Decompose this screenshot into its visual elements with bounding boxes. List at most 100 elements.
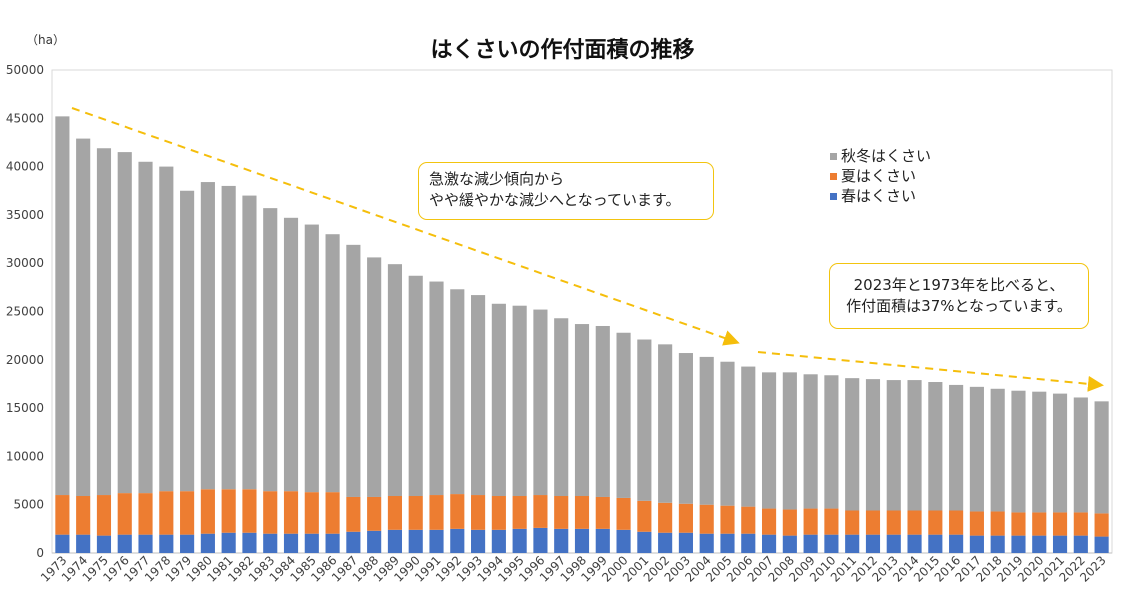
bar-summer-2017 <box>969 511 984 536</box>
bar-autumn-winter-2021 <box>1052 393 1068 513</box>
bar-spring-2019 <box>1011 535 1026 553</box>
trend-arrow-gentle <box>757 351 1104 392</box>
bar-spring-1990 <box>408 529 423 553</box>
bar-spring-1984 <box>283 533 299 553</box>
bar-autumn-winter-1993 <box>471 295 486 496</box>
bar-spring-1994 <box>491 529 506 553</box>
bar-summer-1973 <box>55 495 70 535</box>
bar-spring-1981 <box>221 532 236 553</box>
bar-summer-2006 <box>741 506 756 534</box>
bar-autumn-winter-2018 <box>990 388 1005 512</box>
bar-summer-2016 <box>949 510 964 535</box>
bar-summer-1975 <box>96 495 112 536</box>
annotation-trend-line-2: やや緩やかな減少へとなっています。 <box>429 191 681 209</box>
y-tick-label: 30000 <box>6 256 44 270</box>
bar-spring-2011 <box>845 534 860 553</box>
bar-summer-1986 <box>325 492 340 534</box>
bar-summer-2011 <box>845 510 860 535</box>
bar-summer-2003 <box>678 503 693 533</box>
bar-spring-1998 <box>574 528 590 553</box>
bar-autumn-winter-2002 <box>658 344 673 503</box>
bar-summer-1988 <box>367 496 382 531</box>
bar-autumn-winter-1986 <box>325 234 340 493</box>
bar-spring-1978 <box>159 534 174 553</box>
bar-summer-1995 <box>512 496 527 529</box>
bar-spring-1989 <box>387 529 403 553</box>
bar-autumn-winter-1998 <box>574 324 590 497</box>
bar-summer-1994 <box>491 496 506 530</box>
y-tick-label: 5000 <box>13 498 44 512</box>
bar-spring-1979 <box>180 534 195 553</box>
legend-item-spring: 春はくさい <box>830 186 931 206</box>
bar-spring-1986 <box>325 533 340 553</box>
bar-summer-2022 <box>1073 512 1088 536</box>
bar-summer-1981 <box>221 489 236 533</box>
bar-spring-1993 <box>471 529 486 553</box>
bar-autumn-winter-2006 <box>741 366 756 507</box>
y-tick-label: 20000 <box>6 353 44 367</box>
bar-spring-1974 <box>76 534 91 553</box>
legend-label-spring: 春はくさい <box>841 187 917 205</box>
bar-summer-2023 <box>1094 513 1109 537</box>
bar-summer-2013 <box>886 510 901 535</box>
bar-autumn-winter-1987 <box>346 244 361 497</box>
bar-autumn-winter-1976 <box>117 152 132 494</box>
bar-spring-1995 <box>512 528 527 553</box>
bar-spring-2000 <box>616 529 631 553</box>
bar-spring-2022 <box>1073 535 1088 553</box>
bar-summer-2002 <box>658 502 673 533</box>
bar-autumn-winter-1992 <box>450 289 465 495</box>
bar-spring-2017 <box>969 535 984 553</box>
bar-spring-2021 <box>1052 535 1068 553</box>
bar-autumn-winter-1999 <box>595 325 610 497</box>
y-axis-unit-label: （ha） <box>26 33 65 47</box>
bar-summer-1985 <box>304 492 319 534</box>
bar-autumn-winter-1981 <box>221 185 236 490</box>
bar-autumn-winter-2016 <box>949 384 964 511</box>
bar-autumn-winter-2004 <box>699 356 714 505</box>
annotation-comparison-line-1: 2023年と1973年を比べると、 <box>853 276 1065 294</box>
trend-arrow-steep <box>71 107 740 346</box>
bar-spring-1982 <box>242 532 257 553</box>
legend-item-autumn-winter: 秋冬はくさい <box>830 146 931 166</box>
bar-summer-2008 <box>782 509 797 536</box>
bar-spring-1976 <box>117 534 132 553</box>
bar-spring-2020 <box>1032 535 1047 553</box>
bar-summer-2019 <box>1011 512 1026 536</box>
bar-autumn-winter-2011 <box>845 378 860 511</box>
bar-autumn-winter-2014 <box>907 380 922 511</box>
bar-autumn-winter-2010 <box>824 375 839 509</box>
bar-summer-1993 <box>471 495 486 530</box>
bar-summer-1989 <box>387 496 403 530</box>
bar-summer-1987 <box>346 496 361 532</box>
bar-spring-1980 <box>200 533 215 553</box>
bar-autumn-winter-2001 <box>637 339 652 501</box>
bar-spring-2012 <box>865 534 881 553</box>
bar-spring-2010 <box>824 534 839 553</box>
y-tick-label: 40000 <box>6 160 44 174</box>
bar-autumn-winter-1990 <box>408 275 423 497</box>
bar-spring-1975 <box>96 535 112 553</box>
bar-summer-2014 <box>907 510 922 535</box>
bar-summer-2018 <box>990 511 1005 536</box>
bar-summer-2004 <box>699 504 714 534</box>
y-tick-label: 50000 <box>6 63 44 77</box>
bar-autumn-winter-1975 <box>96 148 112 496</box>
legend-label-autumn-winter: 秋冬はくさい <box>841 147 932 165</box>
bar-spring-1985 <box>304 533 319 553</box>
bar-autumn-winter-2007 <box>761 372 777 509</box>
bar-autumn-winter-2019 <box>1011 390 1026 513</box>
legend: 秋冬はくさい 夏はくさい 春はくさい <box>830 146 931 206</box>
bar-spring-1983 <box>263 533 278 553</box>
bar-summer-1977 <box>138 493 153 535</box>
annotation-trend-line-1: 急激な減少傾向から <box>429 170 565 188</box>
y-tick-label: 45000 <box>6 111 44 125</box>
chart-title: はくさいの作付面積の推移 <box>430 38 695 63</box>
bar-autumn-winter-2015 <box>928 382 943 511</box>
bar-autumn-winter-2005 <box>720 361 735 506</box>
y-tick-label: 0 <box>36 546 44 560</box>
bar-autumn-winter-2012 <box>865 379 881 511</box>
bar-spring-2006 <box>741 533 756 553</box>
bar-autumn-winter-1988 <box>367 257 382 497</box>
